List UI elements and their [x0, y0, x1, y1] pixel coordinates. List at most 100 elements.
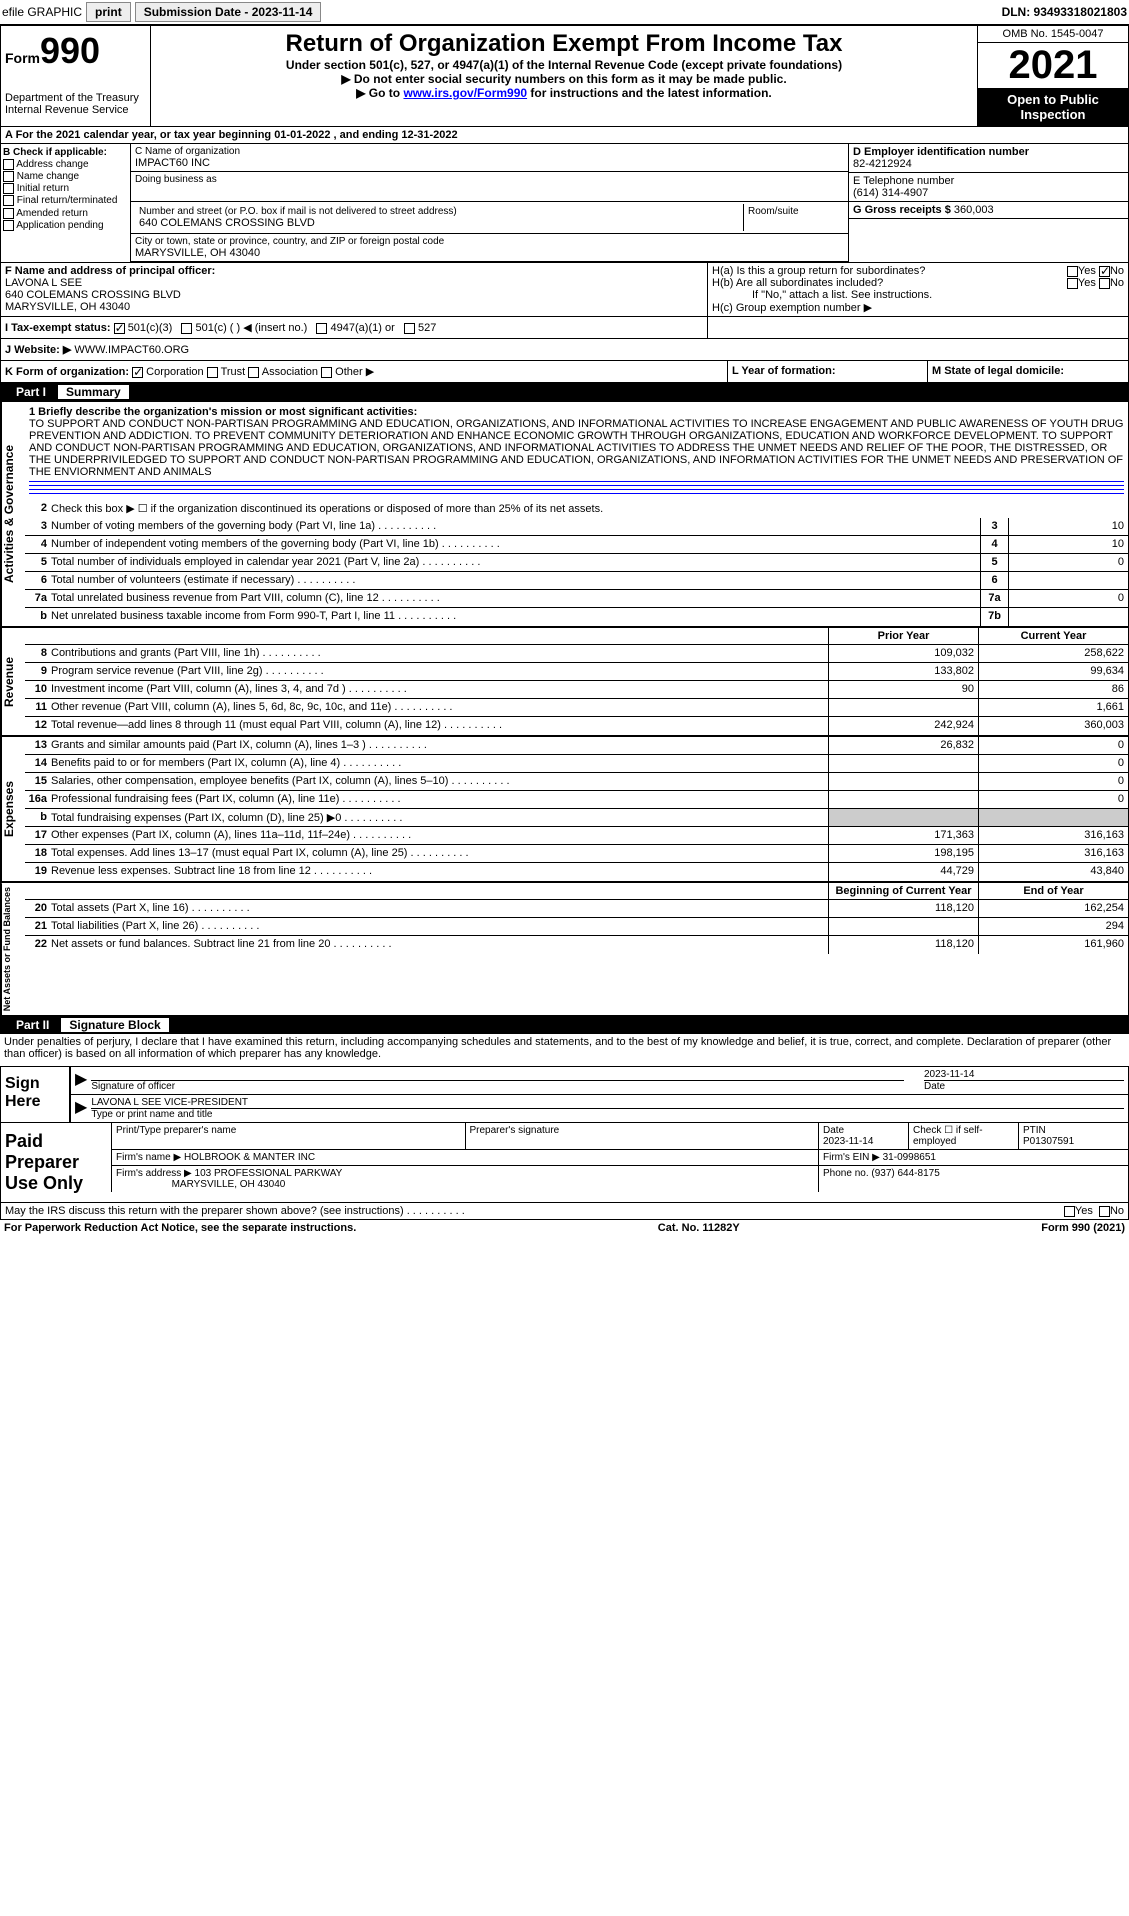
table-row: 12 Total revenue—add lines 8 through 11 … [25, 717, 1128, 735]
row-i-tax-exempt: I Tax-exempt status: 501(c)(3) 501(c) ( … [0, 317, 1129, 339]
form-header: Form990 Department of the Treasury Inter… [0, 25, 1129, 127]
group-return: H(a) Is this a group return for subordin… [708, 263, 1128, 316]
cb-name-change[interactable]: Name change [3, 171, 128, 182]
header-mid: Return of Organization Exempt From Incom… [151, 26, 978, 126]
subtitle-3: ▶ Go to www.irs.gov/Form990 for instruct… [155, 86, 973, 100]
cb-4947[interactable] [316, 323, 327, 334]
vert-activities: Activities & Governance [1, 402, 25, 626]
part1-netassets: Net Assets or Fund Balances Beginning of… [0, 882, 1129, 1016]
table-row: 19 Revenue less expenses. Subtract line … [25, 863, 1128, 881]
cb-discuss-no[interactable] [1099, 1206, 1110, 1217]
cb-trust[interactable] [207, 367, 218, 378]
table-row: 15 Salaries, other compensation, employe… [25, 773, 1128, 791]
ein-label: D Employer identification number [853, 146, 1029, 158]
part1-expenses: Expenses 13 Grants and similar amounts p… [0, 736, 1129, 882]
prior-year-header: Prior Year [828, 628, 978, 644]
table-row: 13 Grants and similar amounts paid (Part… [25, 737, 1128, 755]
table-row: 6 Total number of volunteers (estimate i… [25, 572, 1128, 590]
table-row: 21 Total liabilities (Part X, line 26) 2… [25, 918, 1128, 936]
cb-amended[interactable]: Amended return [3, 208, 128, 219]
header-left: Form990 Department of the Treasury Inter… [1, 26, 151, 126]
part1-body: Activities & Governance 1 Briefly descri… [0, 401, 1129, 627]
cb-501c[interactable] [181, 323, 192, 334]
current-year-header: Current Year [978, 628, 1128, 644]
part2-header: Part II Signature Block [0, 1016, 1129, 1034]
print-button[interactable]: print [86, 2, 131, 22]
cb-final-return[interactable]: Final return/terminated [3, 195, 128, 206]
cb-discuss-yes[interactable] [1064, 1206, 1075, 1217]
paid-preparer-label: Paid Preparer Use Only [1, 1123, 111, 1202]
firm-phone: (937) 644-8175 [871, 1168, 939, 1179]
tax-year: 2021 [978, 43, 1128, 88]
table-row: 18 Total expenses. Add lines 13–17 (must… [25, 845, 1128, 863]
boy-header: Beginning of Current Year [828, 883, 978, 899]
table-row: 14 Benefits paid to or for members (Part… [25, 755, 1128, 773]
cb-527[interactable] [404, 323, 415, 334]
table-row: 22 Net assets or fund balances. Subtract… [25, 936, 1128, 954]
city-label: City or town, state or province, country… [135, 236, 844, 247]
cb-corp[interactable] [132, 367, 143, 378]
dba-label: Doing business as [135, 174, 844, 185]
subtitle-1: Under section 501(c), 527, or 4947(a)(1)… [155, 58, 973, 72]
efile-label: efile GRAPHIC [2, 5, 82, 19]
table-row: 20 Total assets (Part X, line 16) 118,12… [25, 900, 1128, 918]
header-right: OMB No. 1545-0047 2021 Open to Public In… [978, 26, 1128, 126]
sig-date: 2023-11-14 [924, 1069, 1124, 1080]
firm-ein: 31-0998651 [883, 1152, 936, 1163]
website-url: WWW.IMPACT60.ORG [74, 344, 189, 356]
city-state-zip: MARYSVILLE, OH 43040 [135, 247, 844, 259]
subtitle-2: ▶ Do not enter social security numbers o… [155, 72, 973, 86]
state-domicile-label: M State of legal domicile: [932, 365, 1064, 377]
principal-officer: F Name and address of principal officer:… [1, 263, 708, 316]
table-row: 9 Program service revenue (Part VIII, li… [25, 663, 1128, 681]
part1-revenue: Revenue Prior Year Current Year 8 Contri… [0, 627, 1129, 736]
table-row: 3 Number of voting members of the govern… [25, 518, 1128, 536]
sig-officer-label: Signature of officer [91, 1080, 904, 1092]
table-row: 4 Number of independent voting members o… [25, 536, 1128, 554]
gross-receipts-label: G Gross receipts $ [853, 204, 954, 216]
cat-no: Cat. No. 11282Y [658, 1222, 740, 1234]
cb-assoc[interactable] [248, 367, 259, 378]
paperwork-notice: For Paperwork Reduction Act Notice, see … [4, 1222, 356, 1234]
table-row: 10 Investment income (Part VIII, column … [25, 681, 1128, 699]
form-number: Form990 [5, 30, 146, 72]
addr-label: Number and street (or P.O. box if mail i… [139, 206, 739, 217]
cb-app-pending[interactable]: Application pending [3, 220, 128, 231]
col-b-checkboxes: B Check if applicable: Address change Na… [1, 144, 131, 262]
part1-header: Part I Summary [0, 383, 1129, 401]
top-bar: efile GRAPHIC print Submission Date - 20… [0, 0, 1129, 25]
table-row: 16a Professional fundraising fees (Part … [25, 791, 1128, 809]
arrow-icon: ▶ [75, 1097, 87, 1120]
cb-other[interactable] [321, 367, 332, 378]
table-row: 8 Contributions and grants (Part VIII, l… [25, 645, 1128, 663]
street-address: 640 COLEMANS CROSSING BLVD [139, 217, 739, 229]
dept-label: Department of the Treasury Internal Reve… [5, 92, 146, 116]
cb-initial-return[interactable]: Initial return [3, 183, 128, 194]
ptin-value: P01307591 [1023, 1136, 1074, 1147]
org-name-label: C Name of organization [135, 146, 844, 157]
phone-value: (614) 314-4907 [853, 187, 928, 199]
officer-name: LAVONA L SEE VICE-PRESIDENT [91, 1097, 1124, 1108]
row-j-website: J Website: ▶ WWW.IMPACT60.ORG [0, 339, 1129, 361]
arrow-icon: ▶ [75, 1069, 87, 1092]
cb-address-change[interactable]: Address change [3, 159, 128, 170]
declaration-text: Under penalties of perjury, I declare th… [0, 1034, 1129, 1062]
table-row: 7a Total unrelated business revenue from… [25, 590, 1128, 608]
table-row: b Total fundraising expenses (Part IX, c… [25, 809, 1128, 827]
table-row: 11 Other revenue (Part VIII, column (A),… [25, 699, 1128, 717]
irs-link[interactable]: www.irs.gov/Form990 [403, 86, 527, 100]
ein-value: 82-4212924 [853, 158, 912, 170]
submission-date-button[interactable]: Submission Date - 2023-11-14 [135, 2, 322, 22]
form-footer: Form 990 (2021) [1041, 1222, 1125, 1234]
row-klm: K Form of organization: Corporation Trus… [0, 361, 1129, 383]
col-c-org-info: C Name of organization IMPACT60 INC Doin… [131, 144, 848, 262]
gross-receipts-value: 360,003 [954, 204, 994, 216]
form-title: Return of Organization Exempt From Incom… [155, 30, 973, 58]
sign-here-block: Sign Here ▶ Signature of officer 2023-11… [0, 1066, 1129, 1123]
room-suite-label: Room/suite [744, 204, 844, 231]
org-name: IMPACT60 INC [135, 157, 844, 169]
cb-501c3[interactable] [114, 323, 125, 334]
entity-block: B Check if applicable: Address change Na… [0, 144, 1129, 263]
phone-label: E Telephone number [853, 175, 954, 187]
dln-label: DLN: 93493318021803 [1002, 5, 1127, 19]
